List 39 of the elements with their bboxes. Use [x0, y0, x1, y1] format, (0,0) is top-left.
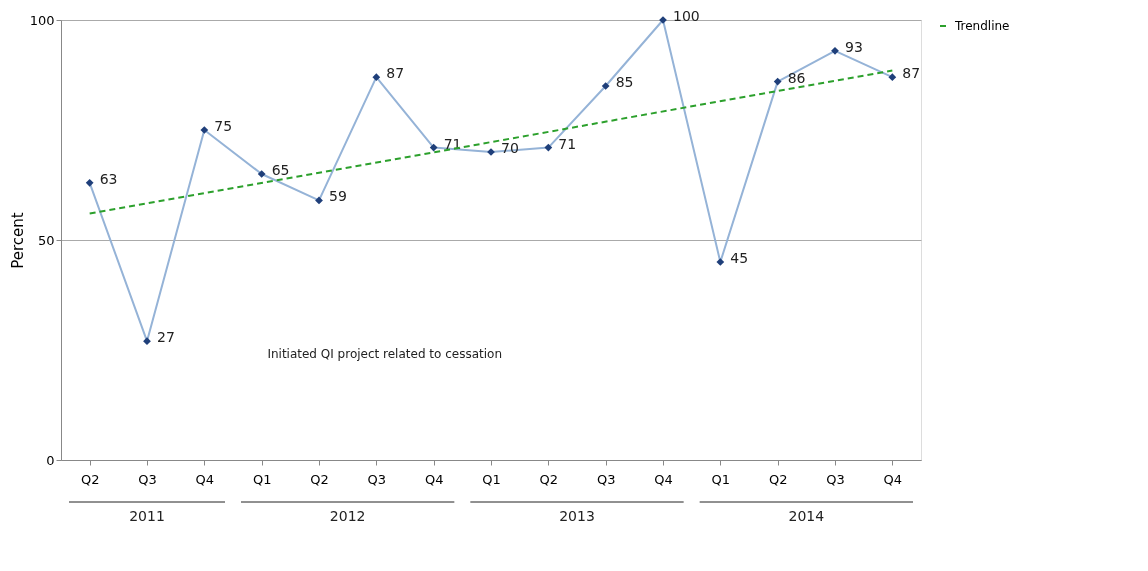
x-tick-label: Q2 [310, 471, 329, 487]
text: 2012 [329, 508, 366, 524]
data-label: 93 [845, 38, 863, 55]
data-label: 75 [214, 118, 233, 134]
x-tick-label: Q4 [195, 471, 215, 487]
data-label: 45 [730, 250, 749, 266]
x-tick-label: Q2 [80, 471, 100, 487]
x-tick-label: Q2 [539, 471, 559, 487]
data-label: 70 [501, 140, 519, 156]
data-label: 86 [787, 69, 806, 86]
x-tick-label: Q1 [711, 471, 731, 487]
x-tick-label: Q4 [883, 471, 903, 487]
annotation: Initiated QI project related to cessation [267, 347, 503, 362]
data-label: 65 [271, 162, 290, 178]
x-tick-label: Q3 [367, 471, 387, 487]
y-tick-label: 0 [46, 452, 55, 468]
data-label: 63 [99, 170, 118, 187]
x-tick-label: Q4 [654, 471, 673, 487]
x-tick-label: Q2 [768, 471, 788, 487]
text: 2013 [559, 508, 595, 524]
data-label: 27 [157, 329, 175, 346]
x-tick-label: Q3 [596, 471, 616, 487]
x-tick-label: Q3 [138, 471, 157, 487]
x-tick-label: Q1 [252, 471, 272, 487]
y-tick-label: 50 [37, 232, 55, 248]
x-tick-label: Q3 [826, 471, 845, 487]
x-tick-label: Q4 [424, 471, 444, 487]
y-axis-title: Percent [8, 212, 27, 269]
text: 2011 [129, 508, 165, 524]
data-label: 87 [386, 65, 405, 82]
y-tick-label: 100 [29, 12, 55, 28]
legend-label: Trendline [954, 19, 1010, 33]
data-label: 87 [902, 65, 921, 82]
data-label: 59 [329, 188, 347, 205]
data-label: 71 [558, 135, 577, 152]
x-tick-label: Q1 [482, 471, 501, 487]
data-label: 100 [673, 8, 700, 24]
data-label: 85 [615, 74, 634, 90]
text: 2014 [788, 508, 825, 524]
